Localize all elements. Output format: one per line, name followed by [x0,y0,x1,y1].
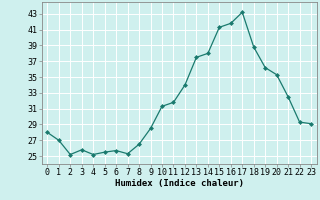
X-axis label: Humidex (Indice chaleur): Humidex (Indice chaleur) [115,179,244,188]
